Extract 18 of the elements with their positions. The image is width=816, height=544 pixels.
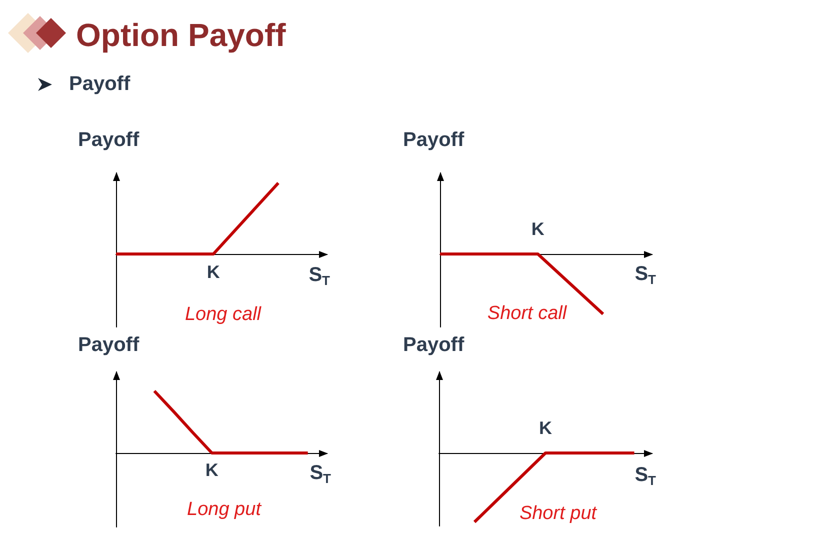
x-axis-title: S$_{T}$	[308, 263, 330, 288]
x-axis-title: S$_{T}$	[310, 461, 331, 486]
y-axis-title: Payoff	[78, 333, 140, 357]
x-axis-title: S$_{T}$	[634, 463, 656, 488]
text: Long put	[186, 498, 263, 522]
text: K	[204, 459, 220, 481]
y-axis-title: Payoff	[403, 333, 464, 357]
annotation: Short call	[486, 302, 568, 326]
text: Long call	[184, 303, 262, 327]
text: K	[206, 261, 221, 283]
text: K	[530, 218, 546, 240]
y-axis-title: Payoff	[403, 128, 464, 152]
chart-title: Option Payoff	[76, 16, 286, 54]
y-axis-title: Payoff	[78, 128, 140, 152]
annotation: Short put	[518, 502, 598, 526]
text: K	[538, 417, 553, 439]
chart-subtitle: Payoff	[69, 72, 130, 96]
x-axis-title: S$_{T}$	[634, 262, 656, 287]
